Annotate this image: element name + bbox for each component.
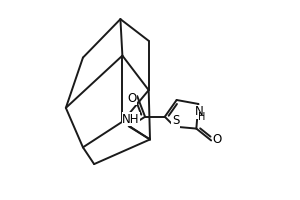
Text: O: O [128,92,137,105]
Text: O: O [212,133,222,146]
Text: S: S [172,114,179,127]
Text: NH: NH [122,113,140,126]
Text: H: H [198,112,206,122]
Text: N: N [195,105,204,118]
